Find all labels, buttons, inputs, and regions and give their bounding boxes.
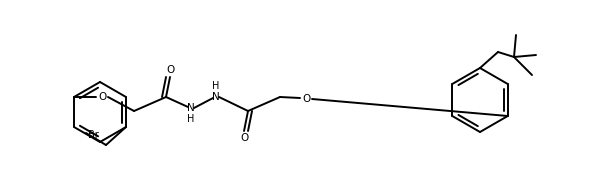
Text: O: O [166,65,174,75]
Text: O: O [302,94,310,104]
Text: N: N [212,92,220,102]
Text: H: H [187,114,195,124]
Text: O: O [240,133,248,143]
Text: H: H [212,81,220,91]
Text: Br: Br [88,130,99,140]
Text: N: N [187,103,195,113]
Text: O: O [98,92,106,102]
